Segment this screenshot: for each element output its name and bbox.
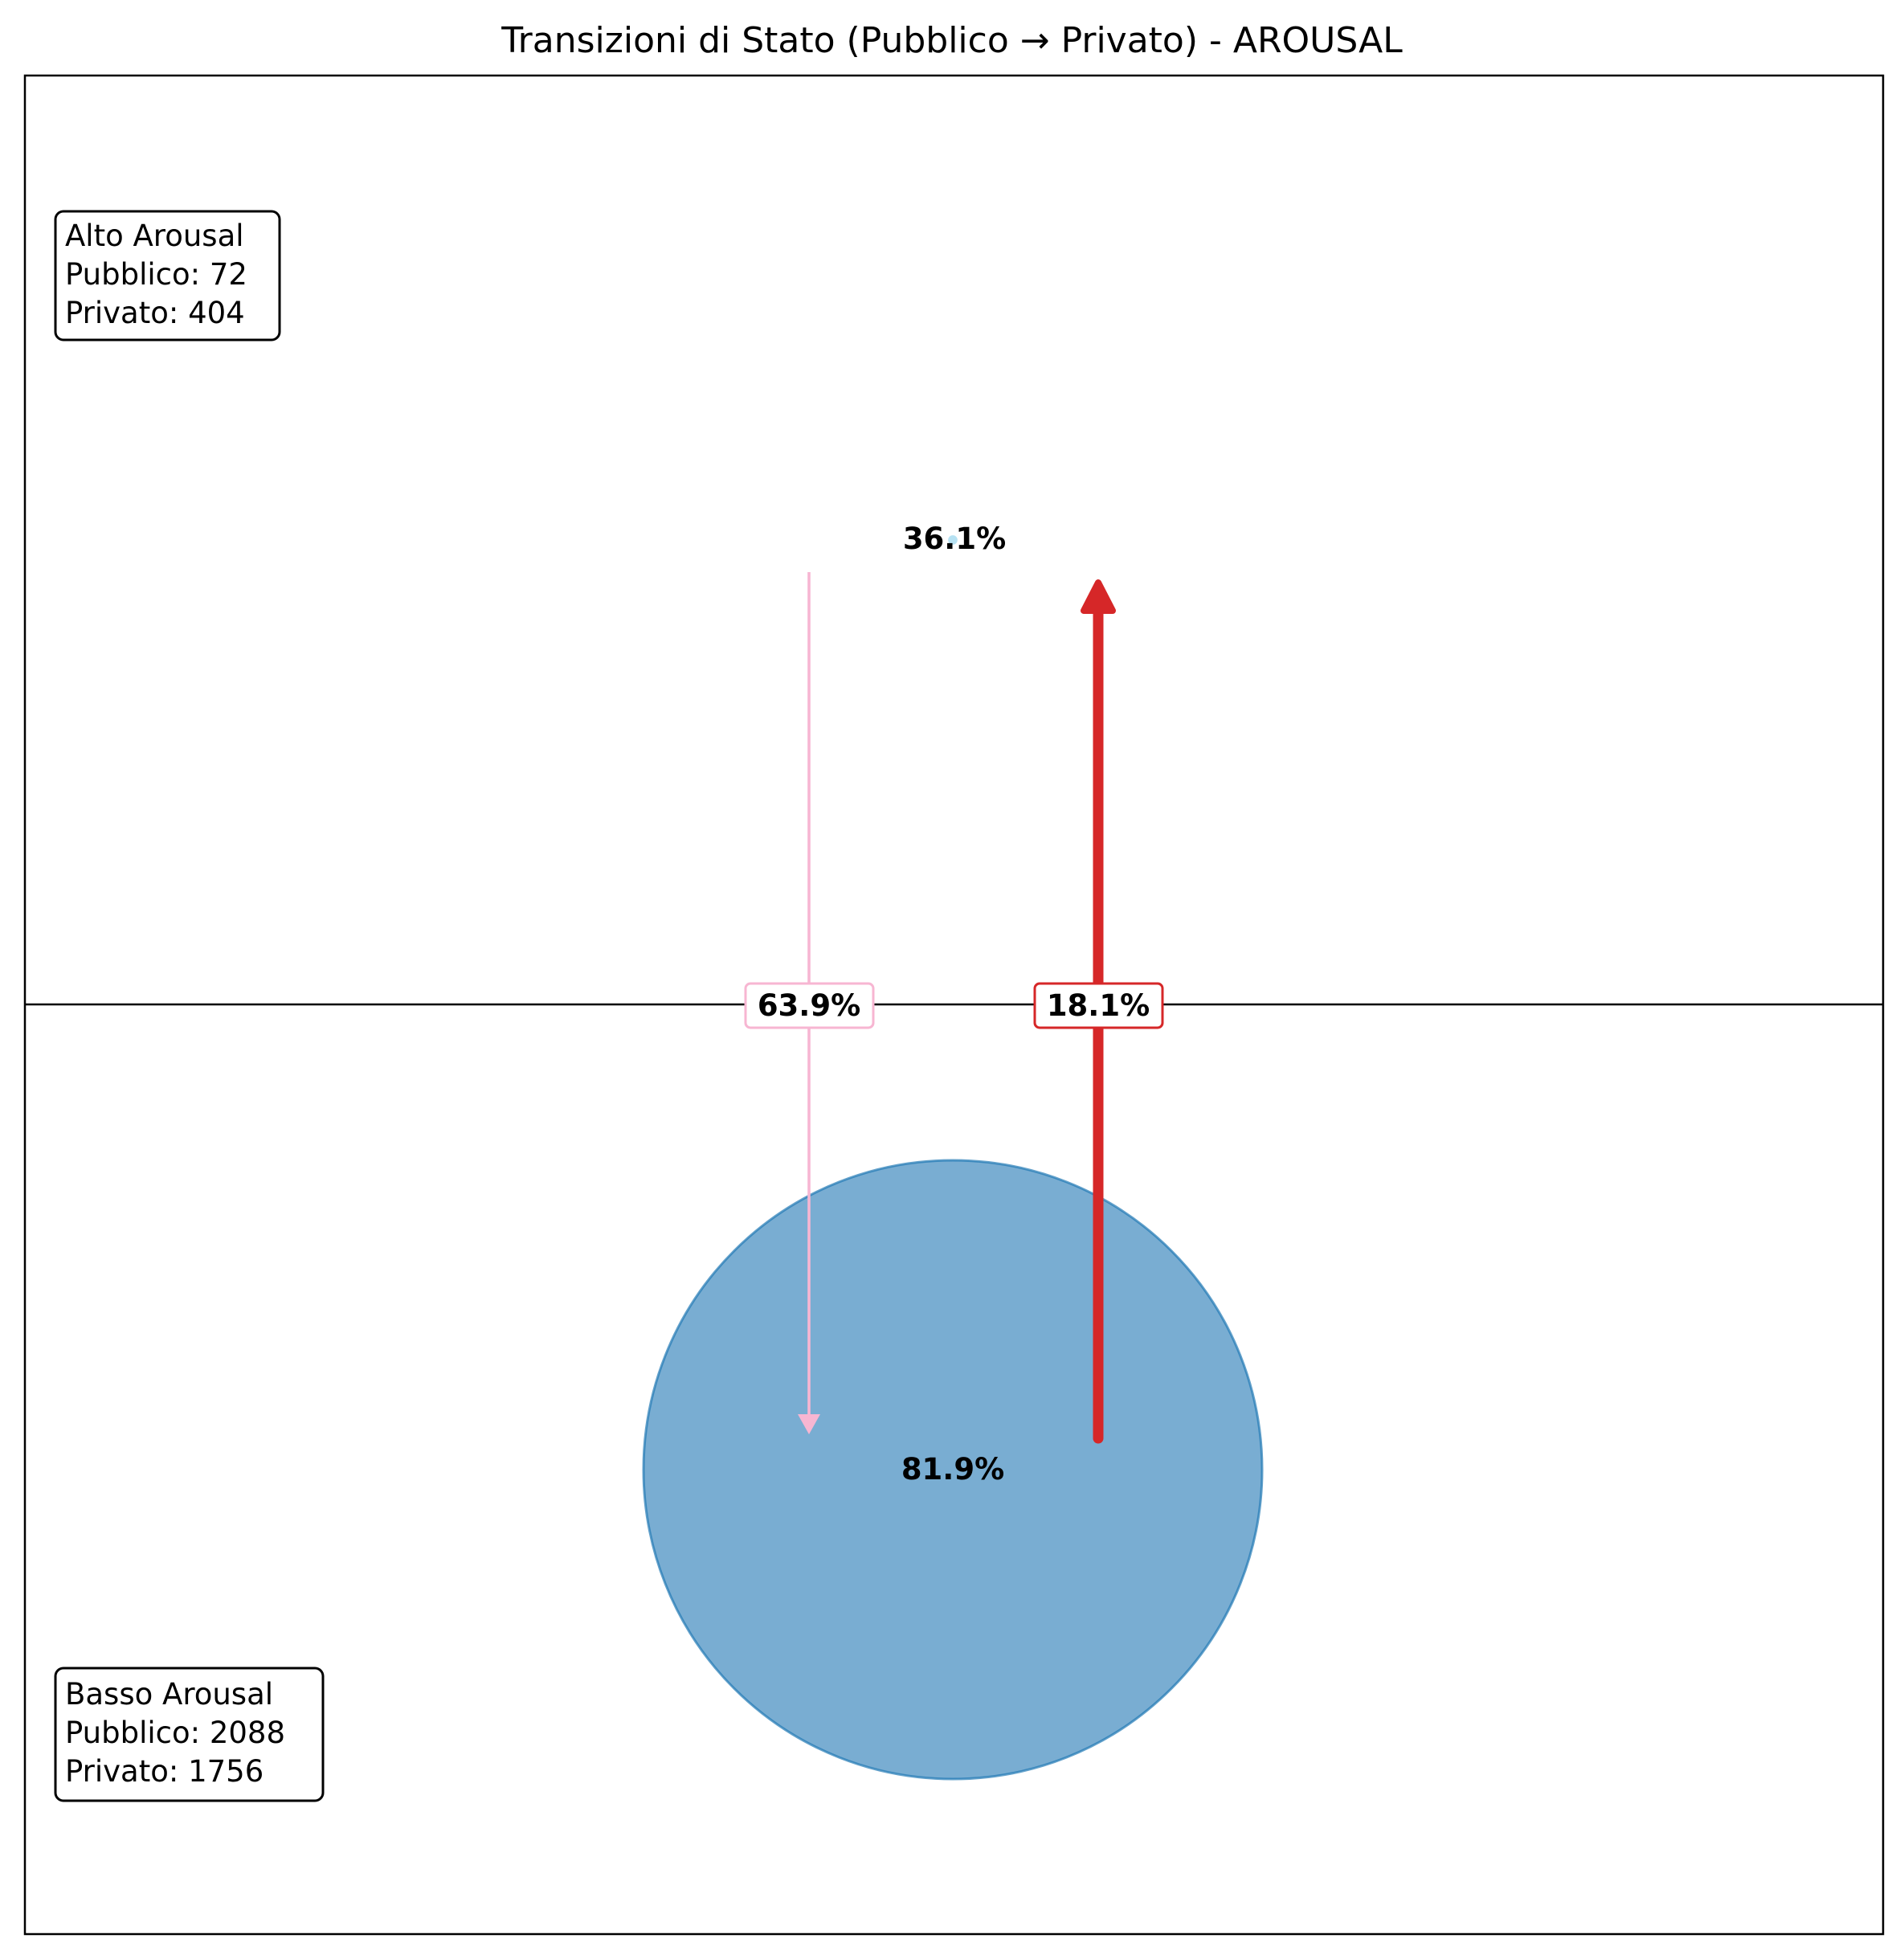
transition-basso-alto-arrowhead — [1081, 579, 1116, 614]
alto-arousal-pubblico: Pubblico: 72 — [65, 257, 247, 292]
chart-title: Transizioni di Stato (Pubblico → Privato… — [501, 20, 1403, 61]
alto-arousal-privato: Privato: 404 — [65, 296, 245, 330]
alto-arousal-info-box — [54, 210, 281, 342]
basso-arousal-name: Basso Arousal — [65, 1677, 273, 1712]
transition-alto-basso-label-box — [744, 982, 875, 1029]
basso-arousal-info-box — [54, 1667, 325, 1802]
alto-arousal-name: Alto Arousal — [65, 219, 244, 253]
basso-arousal-circle — [642, 1159, 1264, 1781]
alto-self-transition-label: 36.1% — [903, 521, 1006, 556]
transition-basso-alto-label-box — [1033, 982, 1164, 1029]
transition-alto-basso-arrowhead — [798, 1414, 820, 1434]
transition-alto-basso-label: 63.9% — [758, 988, 860, 1023]
basso-arousal-privato: Privato: 1756 — [65, 1754, 264, 1789]
alto-arousal-circle — [948, 535, 958, 545]
basso-arousal-pubblico: Pubblico: 2088 — [65, 1716, 285, 1750]
basso-self-transition-label: 81.9% — [901, 1452, 1004, 1487]
transition-basso-alto-label: 18.1% — [1047, 988, 1150, 1023]
